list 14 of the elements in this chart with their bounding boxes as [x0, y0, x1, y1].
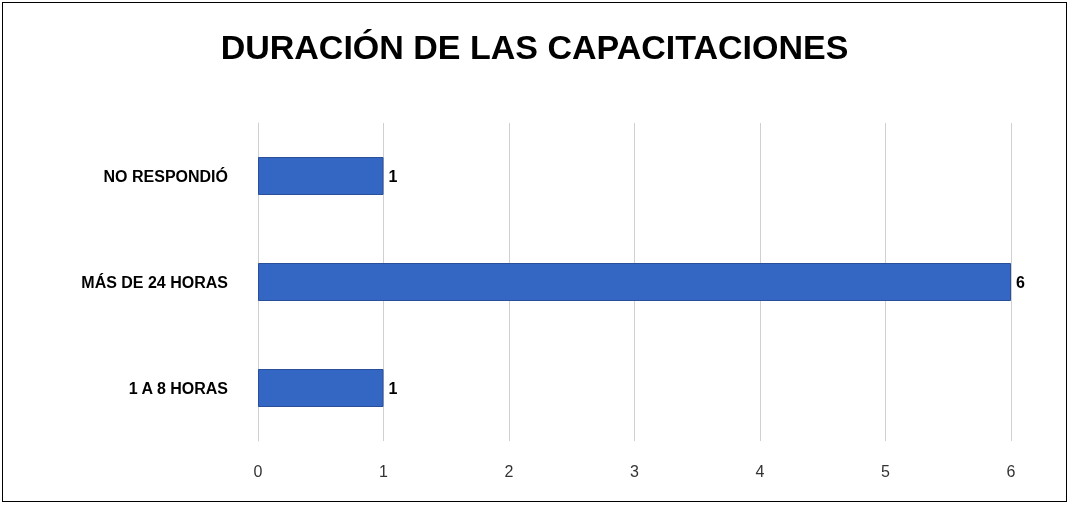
- x-tick-label: 3: [630, 462, 640, 480]
- y-tick-label: MÁS DE 24 HORAS: [81, 272, 229, 291]
- y-tick-label: NO RESPONDIÓ: [103, 166, 228, 185]
- x-tick-label: 5: [881, 462, 891, 480]
- data-label: 1: [388, 379, 398, 397]
- y-tick-label: 1 A 8 HORAS: [128, 379, 229, 397]
- data-label: 6: [1016, 273, 1025, 291]
- x-tick-label: 2: [504, 462, 514, 480]
- chart-title: DURACIÓN DE LAS CAPACITACIONES: [220, 28, 849, 66]
- x-tick-label: 0: [253, 462, 263, 480]
- x-tick-label: 1: [379, 462, 389, 480]
- x-tick-label: 6: [1006, 462, 1016, 480]
- data-label: 1: [388, 167, 398, 185]
- x-tick-label: 4: [755, 462, 765, 480]
